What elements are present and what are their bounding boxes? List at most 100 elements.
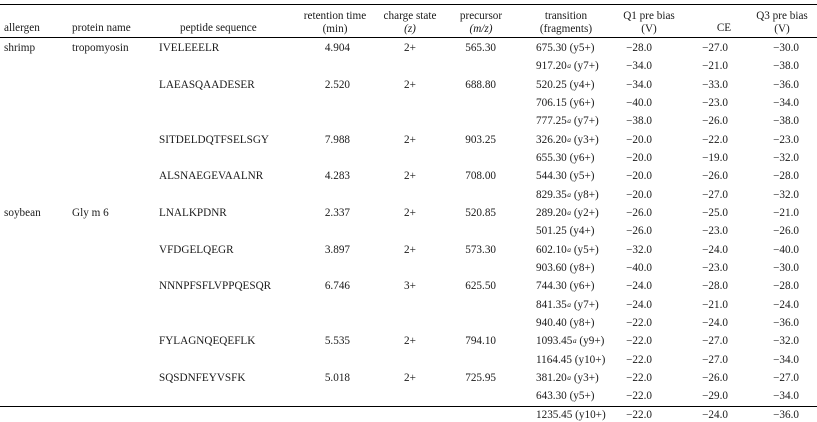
transition-mz: 1093.45	[536, 335, 573, 348]
transition-mz: 917.20	[536, 60, 567, 73]
cell-q1: −22.0	[626, 335, 652, 348]
cell-q3: −34.0	[773, 390, 799, 403]
cell-q3: −28.0	[773, 280, 799, 293]
cell-q1: −22.0	[626, 371, 652, 384]
transition-fragment: (y5+)	[573, 243, 599, 256]
transition-mz: 706.15	[536, 96, 567, 109]
cell-transition: 1164.45 (y10+)	[536, 354, 605, 367]
cell-rt: 2.337	[324, 206, 350, 219]
cell-peptide: IVELEEELR	[159, 42, 220, 54]
cell-transition: 903.60 (y8+)	[536, 262, 595, 275]
footnote-mark: a	[567, 299, 572, 309]
cell-q3: −32.0	[773, 188, 799, 201]
transition-fragment: (y5+)	[569, 390, 595, 403]
transition-fragment: (y4+)	[569, 78, 595, 91]
transition-fragment: (y9+)	[579, 335, 605, 348]
cell-ce: −26.0	[702, 371, 728, 384]
cell-allergen: soybean	[4, 206, 41, 219]
cell-q3: −32.0	[773, 151, 799, 164]
transition-mz: 602.10	[536, 243, 567, 256]
cell-rt: 5.535	[324, 335, 350, 348]
cell-precursor: 688.80	[465, 78, 496, 91]
transition-mz: 381.20	[536, 371, 567, 384]
transition-fragment: (y8+)	[573, 188, 599, 201]
transition-fragment: (y2+)	[573, 206, 599, 219]
transition-mz: 289.20	[536, 206, 567, 219]
cell-rt: 4.283	[324, 170, 350, 183]
transition-mz: 643.30	[536, 390, 567, 403]
cell-transition: 1093.45a (y9+)	[536, 335, 604, 348]
cell-ce: −19.0	[702, 151, 728, 164]
cell-ce: −24.0	[702, 316, 728, 329]
transition-fragment: (y8+)	[569, 261, 595, 274]
cell-transition: 841.35a (y7+)	[536, 299, 599, 312]
cell-ce: −26.0	[702, 170, 728, 183]
cell-q3: −30.0	[773, 261, 799, 274]
cell-ce: −21.0	[702, 298, 728, 311]
transition-fragment: (y5+)	[569, 170, 595, 183]
bottom-rule	[0, 406, 817, 408]
cell-transition: 917.20a (y7+)	[536, 60, 599, 73]
cell-peptide: ALSNAEGEVAALNR	[159, 170, 264, 183]
cell-transition: 706.15 (y6+)	[536, 97, 595, 110]
header-allergen: allergen	[4, 22, 40, 34]
transition-mz: 1164.45	[536, 353, 572, 366]
transition-mz: 1235.45	[536, 408, 573, 421]
cell-transition: 655.30 (y6+)	[536, 152, 595, 165]
footnote-mark: a	[567, 134, 572, 144]
header-charge-state: charge state (z)	[383, 10, 437, 35]
cell-ce: −21.0	[702, 60, 728, 73]
cell-peptide: VFDGELQEGR	[159, 243, 234, 256]
cell-ce: −25.0	[702, 206, 728, 219]
cell-ce: −23.0	[702, 261, 728, 274]
cell-precursor: 708.00	[465, 170, 496, 183]
cell-charge: 2+	[404, 170, 416, 183]
cell-q1: −26.0	[626, 206, 652, 219]
transition-fragment: (y7+)	[573, 298, 599, 311]
cell-ce: −24.0	[702, 408, 728, 421]
cell-charge: 2+	[404, 133, 416, 146]
cell-ce: −28.0	[702, 280, 728, 293]
cell-ce: −24.0	[702, 243, 728, 256]
header-q3-pre-bias: Q3 pre bias (V)	[756, 10, 808, 35]
transition-fragment: (y10+)	[574, 353, 606, 366]
cell-peptide: SITDELDQTFSELSGY	[159, 133, 270, 146]
cell-ce: −29.0	[702, 390, 728, 403]
cell-q3: −34.0	[773, 353, 799, 366]
transition-fragment: (y3+)	[573, 371, 599, 384]
cell-transition: 643.30 (y5+)	[536, 390, 595, 403]
footnote-mark: a	[567, 61, 572, 71]
transition-mz: 675.30	[536, 42, 567, 54]
transition-mz: 841.35	[536, 298, 567, 311]
cell-q3: −36.0	[773, 408, 799, 421]
cell-protein: tropomyosin	[72, 42, 129, 54]
cell-q3: −24.0	[773, 298, 799, 311]
cell-ce: −26.0	[702, 115, 728, 128]
transition-mz: 544.30	[536, 170, 567, 183]
cell-q1: −34.0	[626, 78, 652, 91]
cell-protein: Gly m 6	[72, 206, 109, 219]
cell-rt: 3.897	[324, 243, 350, 256]
cell-transition: 326.20a (y3+)	[536, 134, 599, 147]
cell-peptide: NNNPFSFLVPPQESQR	[159, 280, 272, 293]
cell-q3: −21.0	[773, 206, 799, 219]
cell-precursor: 794.10	[465, 335, 496, 348]
cell-q1: −28.0	[626, 42, 652, 54]
header-transition: transition (fragments)	[539, 10, 593, 35]
cell-ce: −27.0	[702, 188, 728, 201]
cell-q1: −40.0	[626, 96, 652, 109]
cell-q3: −26.0	[773, 225, 799, 238]
cell-q3: −38.0	[773, 115, 799, 128]
cell-ce: −33.0	[702, 78, 728, 91]
cell-transition: 940.40 (y8+)	[536, 317, 595, 330]
cell-rt: 4.904	[324, 42, 350, 54]
header-precursor: precursor (m/z)	[459, 10, 503, 35]
cell-q1: −24.0	[626, 280, 652, 293]
cell-q1: −24.0	[626, 298, 652, 311]
cell-q3: −36.0	[773, 78, 799, 91]
footnote-mark: a	[567, 244, 572, 254]
transition-fragment: (y3+)	[573, 133, 599, 146]
cell-transition: 501.25 (y4+)	[536, 225, 595, 238]
transition-fragment: (y6+)	[569, 151, 595, 164]
transition-fragment: (y5+)	[569, 42, 595, 54]
